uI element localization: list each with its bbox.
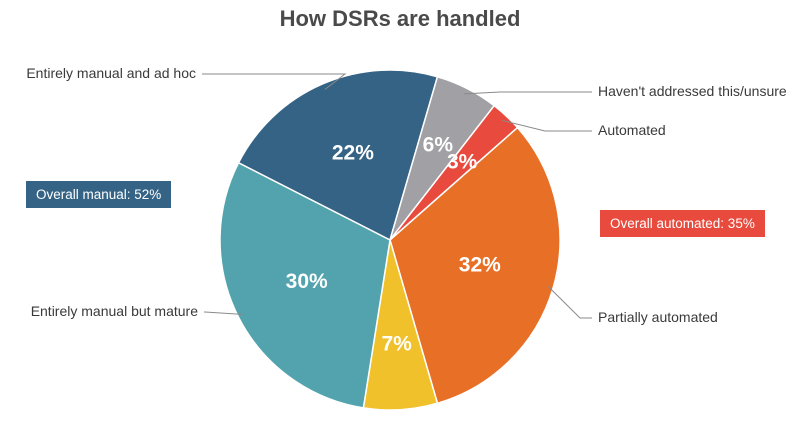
chart-title: How DSRs are handled [279,6,521,31]
leader-line [202,73,347,90]
overall-automated-badge: Overall automated: 35% [600,210,765,237]
pie-slice-entirely-manual-and-ad-hoc [237,69,439,242]
slice-percent-label: 22% [332,142,374,165]
slice-percent-label: 7% [381,333,412,356]
overall-manual-badge: Overall manual: 52% [26,181,172,208]
pie-slice-entirely-manual-but-mature [219,161,391,409]
callout-label-partially-automated: Partially automated [598,309,718,325]
slice-percent-label: 32% [459,254,501,277]
slice-percent-label: 3% [447,151,478,174]
pie-slice-partially-automated [389,126,561,405]
leader-line [502,119,592,132]
callout-label-entirely-manual-and-ad-hoc: Entirely manual and ad hoc [26,65,196,81]
callout-label-automated: Automated [598,122,666,138]
slice-percent-label: 6% [423,134,454,157]
leader-line [204,311,244,315]
leader-line [464,91,592,95]
callout-label-entirely-manual-but-mature: Entirely manual but mature [31,303,199,319]
slice-percent-label: 30% [286,270,328,293]
callout-label-haven-t-addressed-this-unsure: Haven't addressed this/unsure [598,83,787,99]
leader-line [547,285,592,319]
